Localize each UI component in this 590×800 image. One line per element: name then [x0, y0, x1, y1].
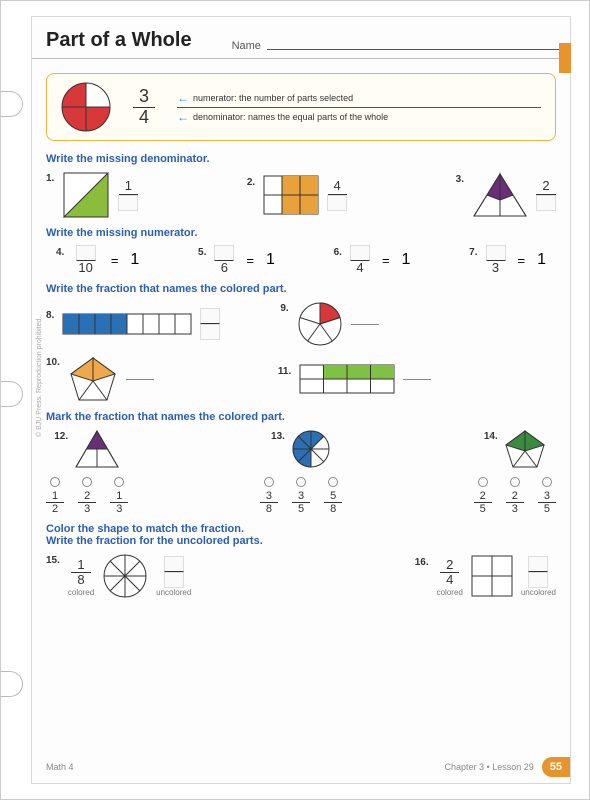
problem-13: 13. 38 35 58 [260, 429, 342, 515]
header: Part of a Whole Name [32, 17, 570, 59]
section-3-title: Write the fraction that names the colore… [46, 283, 556, 295]
answer-blank[interactable] [403, 379, 431, 380]
problem-11: 11. [278, 364, 431, 394]
answer-blank[interactable] [200, 308, 220, 324]
radio-option[interactable] [510, 477, 520, 487]
denominator-def: ←denominator: names the equal parts of t… [177, 110, 541, 124]
problem-7: 7. 3 =1 [469, 245, 546, 275]
answer-blank[interactable] [76, 245, 96, 261]
name-label: Name [232, 40, 261, 52]
grid-6-icon [263, 175, 319, 215]
problem-5: 5. 6 =1 [198, 245, 275, 275]
answer-blank[interactable] [350, 245, 370, 261]
page-number: 55 [542, 757, 570, 777]
grid-8-icon [299, 364, 395, 394]
answer-blank[interactable] [164, 572, 184, 588]
radio-option[interactable] [328, 477, 338, 487]
triangle-half-icon [62, 171, 110, 219]
answer-blank[interactable] [200, 324, 220, 340]
problem-10: 10. [46, 355, 154, 403]
radio-option[interactable] [478, 477, 488, 487]
answer-blank[interactable] [164, 556, 184, 572]
definition-box: 3 4 ←numerator: the number of parts sele… [46, 73, 556, 141]
answer-blank[interactable] [214, 245, 234, 261]
problem-1: 1. 1 [46, 171, 138, 219]
problem-14: 14. 25 23 35 [474, 429, 556, 515]
problem-3: 3. 2 [456, 172, 556, 218]
answer-blank[interactable] [486, 245, 506, 261]
radio-option[interactable] [296, 477, 306, 487]
triangle-quarters-icon [472, 172, 528, 218]
answer-blank[interactable] [528, 572, 548, 588]
footer: Math 4 Chapter 3 • Lesson 29 55 [46, 757, 570, 777]
problem-2: 2. 4 [247, 175, 347, 215]
footer-right: Chapter 3 • Lesson 29 [445, 762, 534, 772]
problem-6: 6. 4 =1 [334, 245, 411, 275]
radio-option[interactable] [264, 477, 274, 487]
page-title: Part of a Whole [46, 29, 192, 52]
example-fraction: 3 4 [133, 87, 155, 128]
answer-blank[interactable] [536, 195, 556, 211]
pie-8-icon [291, 429, 331, 469]
problem-15: 15. 18 colored uncolored [46, 553, 191, 599]
mc-options-13: 38 35 58 [260, 477, 342, 515]
section-1-title: Write the missing denominator. [46, 153, 556, 165]
problem-16: 16. 24 colored uncolored [415, 555, 556, 597]
answer-blank[interactable] [126, 379, 154, 380]
answer-blank[interactable] [118, 195, 138, 211]
answer-blank[interactable] [528, 556, 548, 572]
radio-option[interactable] [114, 477, 124, 487]
side-tab [559, 43, 571, 73]
pentagon-icon [68, 355, 118, 403]
section-2-title: Write the missing numerator. [46, 227, 556, 239]
problem-4: 4. 10 =1 [56, 245, 139, 275]
bar-8-icon [62, 313, 192, 335]
mc-options-14: 25 23 35 [474, 477, 556, 515]
triangle-3-icon [74, 429, 120, 469]
problem-8: 8. [46, 308, 220, 340]
section-4-title: Mark the fraction that names the colored… [46, 411, 556, 423]
radio-option[interactable] [82, 477, 92, 487]
circle-8-blank-icon[interactable] [102, 553, 148, 599]
problem-9: 9. [280, 301, 378, 347]
mc-options-12: 12 23 13 [46, 477, 128, 515]
radio-option[interactable] [542, 477, 552, 487]
answer-blank[interactable] [351, 324, 379, 325]
pie-5-icon [297, 301, 343, 347]
worksheet-page: Part of a Whole Name 3 4 ←numerator: the… [31, 16, 571, 784]
radio-option[interactable] [50, 477, 60, 487]
numerator-def: ←numerator: the number of parts selected [177, 91, 541, 105]
name-input-line[interactable] [267, 49, 562, 50]
answer-blank[interactable] [327, 195, 347, 211]
pie-icon [61, 82, 111, 132]
square-4-blank-icon[interactable] [471, 555, 513, 597]
section-5-title: Color the shape to match the fraction.Wr… [46, 523, 556, 547]
problem-12: 12. 12 23 13 [46, 429, 128, 515]
copyright-text: © BJU Press. Reproduction prohibited. [36, 317, 43, 437]
pentagon-5-icon [504, 429, 546, 469]
footer-left: Math 4 [46, 762, 74, 772]
